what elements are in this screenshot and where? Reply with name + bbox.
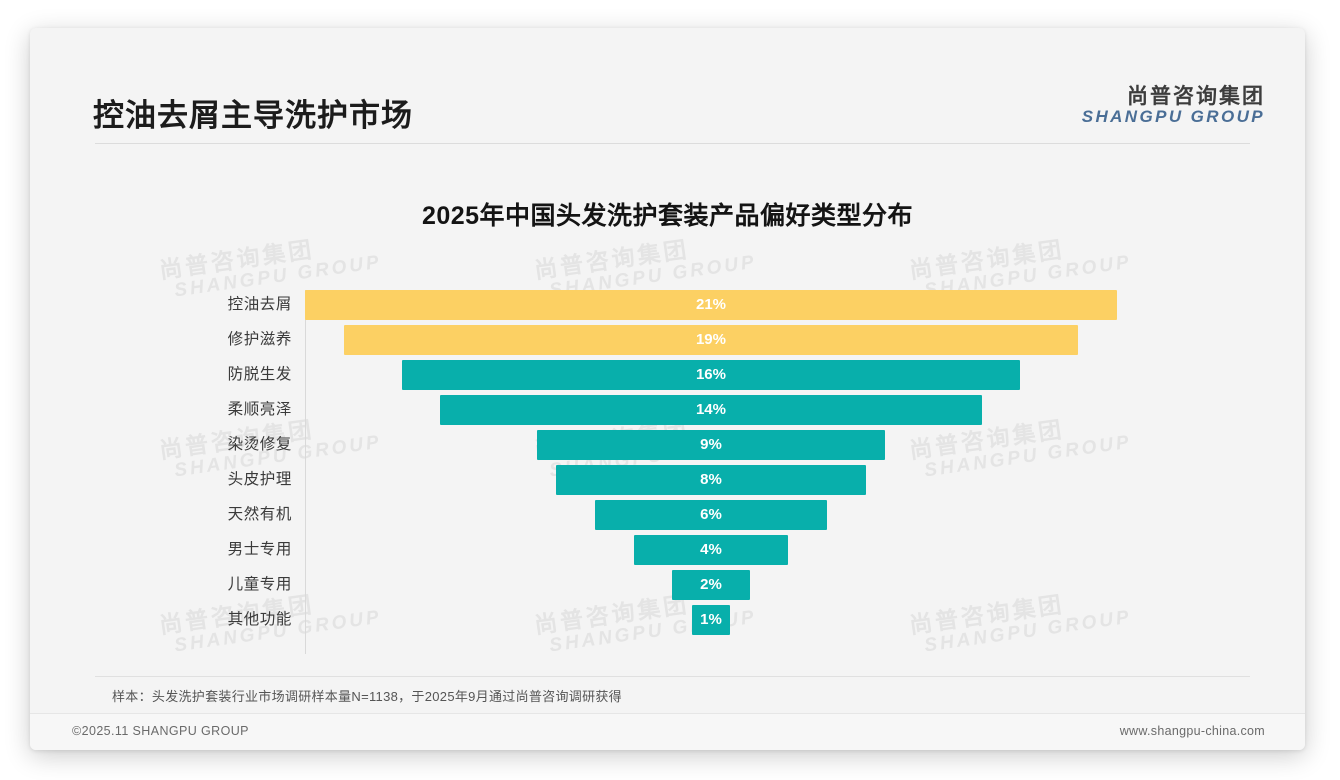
chart-row: 柔顺亮泽 14% <box>100 395 1240 425</box>
chart-row: 控油去屑 21% <box>100 290 1240 320</box>
bar[interactable] <box>440 395 982 425</box>
page-title: 控油去屑主导洗护市场 <box>93 98 413 133</box>
slide-footer: ©2025.11 SHANGPU GROUP www.shangpu-china… <box>30 713 1305 750</box>
category-label: 男士专用 <box>227 541 292 558</box>
website-link[interactable]: www.shangpu-china.com <box>1119 724 1265 738</box>
bar[interactable] <box>305 290 1117 320</box>
sample-footnote: 样本：头发洗护套装行业市场调研样本量N=1138，于2025年9月通过尚普咨询调… <box>112 689 622 704</box>
chart-row: 其他功能 1% <box>100 605 1240 635</box>
category-axis-line <box>305 290 306 654</box>
brand-name-en: SHANGPU GROUP <box>1081 107 1265 127</box>
brand-name-cn: 尚普咨询集团 <box>1127 85 1265 108</box>
category-label: 修护滋养 <box>227 331 292 348</box>
category-label: 染烫修复 <box>227 436 292 453</box>
title-divider <box>95 143 1250 144</box>
bar[interactable] <box>401 360 1021 390</box>
footnote-divider <box>95 676 1250 677</box>
slide-card: 控油去屑主导洗护市场 尚普咨询集团 SHANGPU GROUP 尚普咨询集团 SH… <box>30 28 1305 750</box>
funnel-bar-chart: 控油去屑 21% 修护滋养 19% 防脱生发 16% 柔顺亮泽 14% 染烫修复 9% 头皮护理 8%… <box>100 268 1240 668</box>
bar[interactable] <box>595 500 827 530</box>
category-label: 其他功能 <box>227 611 292 628</box>
bar[interactable] <box>691 605 731 635</box>
bar[interactable] <box>633 535 789 565</box>
chart-row: 防脱生发 16% <box>100 360 1240 390</box>
category-label: 头皮护理 <box>227 471 292 488</box>
category-label: 柔顺亮泽 <box>227 401 292 418</box>
slide-header: 控油去屑主导洗护市场 尚普咨询集团 SHANGPU GROUP <box>30 28 1305 144</box>
chart-row: 男士专用 4% <box>100 535 1240 565</box>
brand-logo: 尚普咨询集团 SHANGPU GROUP <box>1081 85 1265 127</box>
chart-row: 修护滋养 19% <box>100 325 1240 355</box>
bar[interactable] <box>672 570 750 600</box>
category-label: 防脱生发 <box>227 366 292 383</box>
category-label: 天然有机 <box>227 506 292 523</box>
chart-row: 儿童专用 2% <box>100 570 1240 600</box>
bar[interactable] <box>556 465 866 495</box>
bar[interactable] <box>343 325 1079 355</box>
chart-title: 2025年中国头发洗护套装产品偏好类型分布 <box>421 202 914 230</box>
bar[interactable] <box>537 430 885 460</box>
category-label: 儿童专用 <box>227 576 292 593</box>
copyright-text: ©2025.11 SHANGPU GROUP <box>72 724 249 738</box>
chart-row: 染烫修复 9% <box>100 430 1240 460</box>
category-label: 控油去屑 <box>227 296 292 313</box>
chart-row: 头皮护理 8% <box>100 465 1240 495</box>
chart-row: 天然有机 6% <box>100 500 1240 530</box>
